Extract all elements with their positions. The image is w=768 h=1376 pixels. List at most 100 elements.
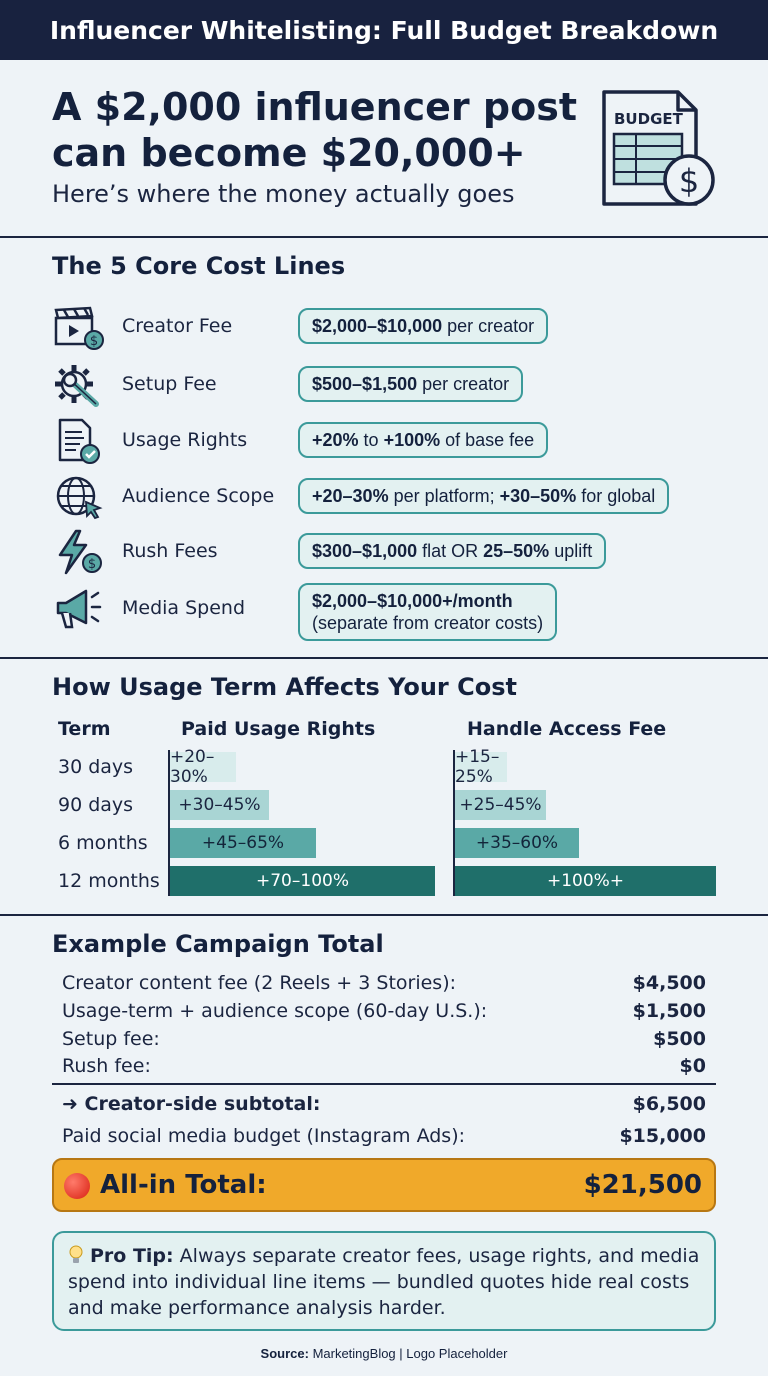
pill-text: +30–50%	[499, 486, 577, 506]
paid-axis	[168, 750, 170, 896]
cost-value-pill: +20–30% per platform; +30–50% for global	[298, 478, 670, 514]
handle-access-bar: +25–45%	[455, 790, 546, 820]
svg-text:$: $	[90, 334, 98, 349]
line-item-amount: $500	[653, 1028, 706, 1050]
pill-line: $500–$1,500 per creator	[312, 374, 509, 394]
paid-usage-bar: +20–30%	[170, 747, 236, 787]
divider	[0, 236, 768, 238]
pill-text: flat OR	[417, 541, 484, 561]
pill-text: $2,000–$10,000+/month	[312, 591, 513, 611]
term-label: 6 months	[58, 832, 148, 854]
cost-label: Creator Fee	[122, 315, 233, 337]
cost-row-media-spend: Media Spend $2,000–$10,000+/month (separa…	[52, 583, 732, 641]
gear-wrench-icon	[55, 365, 99, 407]
megaphone-icon	[56, 589, 102, 629]
cost-row-setup-fee: Setup Fee $500–$1,500 per creator	[52, 360, 732, 410]
column-header-term: Term	[58, 718, 111, 740]
cost-label: Usage Rights	[122, 429, 248, 451]
cost-label: Audience Scope	[122, 485, 275, 507]
pill-line: $2,000–$10,000+/month	[312, 591, 513, 611]
paid-usage-bar: +45–65%	[170, 828, 316, 858]
lightbulb-icon	[69, 1245, 83, 1263]
line-item-amount: $4,500	[632, 972, 706, 994]
pill-text: of base fee	[440, 430, 535, 450]
term-label: 30 days	[58, 756, 134, 778]
svg-text:$: $	[88, 557, 96, 572]
cost-label: Setup Fee	[122, 373, 217, 395]
column-header-handle-access: Handle Access Fee	[467, 718, 667, 740]
pill-text: $500–$1,500	[312, 374, 418, 394]
pill-text: per creator	[442, 316, 535, 336]
hero-title: A $2,000 influencer post can become $20,…	[52, 85, 577, 175]
paid-usage-bar: +70–100%	[170, 866, 435, 896]
line-item-amount: $1,500	[632, 1000, 706, 1022]
globe-cursor-icon	[56, 476, 103, 520]
budget-document-dollar-icon: BUDGET $	[602, 90, 715, 206]
media-budget-row: Paid social media budget (Instagram Ads)…	[62, 1125, 706, 1151]
example-title: Example Campaign Total	[52, 930, 384, 958]
cost-row-creator-fee: $ Creator Fee $2,000–$10,000 per creator	[52, 302, 732, 352]
divider	[0, 914, 768, 916]
line-item: Creator content fee (2 Reels + 3 Stories…	[62, 972, 706, 998]
line-item: Usage-term + audience scope (60-day U.S.…	[62, 1000, 706, 1026]
pill-text: +100%	[383, 430, 441, 450]
cost-value-pill: +20% to +100% of base fee	[298, 422, 549, 458]
cost-value-pill: $2,000–$10,000+/month (separate from crea…	[298, 583, 558, 641]
line-item: Setup fee: $500	[62, 1028, 706, 1054]
handle-access-bar: +100%+	[455, 866, 716, 896]
handle-access-bar: +15–25%	[455, 747, 507, 787]
budget-icon-label: BUDGET	[614, 110, 684, 128]
pro-tip-box: Pro Tip: Always separate creator fees, u…	[52, 1231, 716, 1331]
pill-text: per platform;	[388, 486, 500, 506]
total-amount: $21,500	[583, 1170, 702, 1200]
pill-text: uplift	[549, 541, 593, 561]
cost-value-pill: $300–$1,000 flat OR 25–50% uplift	[298, 533, 607, 569]
term-label: 12 months	[58, 870, 160, 892]
paid-usage-bar: +30–45%	[170, 790, 269, 820]
pill-line: $2,000–$10,000 per creator	[312, 316, 534, 336]
pill-text: +20%	[312, 430, 359, 450]
usage-term-title: How Usage Term Affects Your Cost	[52, 673, 517, 701]
cost-row-rush-fees: $ Rush Fees $300–$1,000 flat OR 25–50% u…	[52, 527, 732, 577]
subtotal-row: ➜ Creator-side subtotal: $6,500	[62, 1093, 706, 1119]
pill-line: +20% to +100% of base fee	[312, 430, 534, 450]
pill-text: per creator	[417, 374, 510, 394]
pill-text: 25–50%	[483, 541, 550, 561]
svg-text:$: $	[679, 162, 699, 200]
lightning-dollar-icon: $	[58, 529, 102, 575]
pill-text: $2,000–$10,000	[312, 316, 443, 336]
subtotal-divider	[52, 1083, 716, 1085]
line-item-label: Creator content fee (2 Reels + 3 Stories…	[62, 972, 457, 994]
page-header: Influencer Whitelisting: Full Budget Bre…	[0, 0, 768, 60]
document-check-icon	[58, 418, 100, 464]
line-item: Rush fee: $0	[62, 1055, 706, 1081]
column-header-paid-usage: Paid Usage Rights	[181, 718, 376, 740]
red-circle-icon	[64, 1173, 90, 1199]
hero-section: A $2,000 influencer post can become $20,…	[0, 60, 768, 238]
cost-row-audience-scope: Audience Scope +20–30% per platform; +30…	[52, 472, 732, 522]
pill-line: $300–$1,000 flat OR 25–50% uplift	[312, 541, 592, 561]
media-budget-amount: $15,000	[619, 1125, 706, 1147]
all-in-total-box: All-in Total: $21,500	[52, 1158, 716, 1212]
pill-note: (separate from creator costs)	[312, 613, 544, 633]
line-item-label: Rush fee:	[62, 1055, 151, 1077]
page-title: Influencer Whitelisting: Full Budget Bre…	[49, 15, 719, 45]
pill-text: for global	[576, 486, 656, 506]
total-label: All-in Total:	[100, 1170, 267, 1200]
clapperboard-dollar-icon: $	[54, 306, 104, 350]
hero-subtitle: Here’s where the money actually goes	[52, 180, 515, 208]
pill-text: +20–30%	[312, 486, 389, 506]
cost-value-pill: $2,000–$10,000 per creator	[298, 308, 549, 344]
cost-value-pill: $500–$1,500 per creator	[298, 366, 524, 402]
handle-axis	[453, 750, 455, 896]
subtotal-amount: $6,500	[632, 1093, 706, 1115]
divider	[0, 657, 768, 659]
cost-row-usage-rights: Usage Rights +20% to +100% of base fee	[52, 416, 732, 466]
source-text: MarketingBlog | Logo Placeholder	[308, 1346, 508, 1361]
pro-tip-text: Always separate creator fees, usage righ…	[68, 1245, 700, 1319]
pro-tip-lead: Pro Tip:	[90, 1245, 174, 1267]
line-item-label: Setup fee:	[62, 1028, 160, 1050]
source-label: Source:	[260, 1346, 309, 1361]
source-footer: Source: MarketingBlog | Logo Placeholder	[0, 1346, 768, 1361]
line-item-amount: $0	[679, 1055, 706, 1077]
